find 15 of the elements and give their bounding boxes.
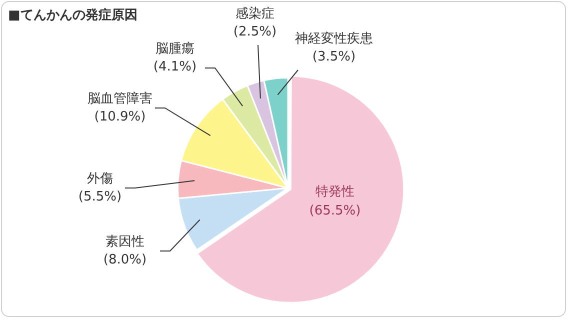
slice-label: 特発性 <box>316 184 354 200</box>
data-label: (65.5%) <box>309 203 361 218</box>
data-label: (4.1%) <box>153 59 197 74</box>
slice-label: 感染症 <box>236 6 274 22</box>
data-label: (8.0%) <box>103 252 147 268</box>
data-label: (3.5%) <box>312 49 356 64</box>
slice-label: 脳腫瘍 <box>156 41 194 56</box>
slice-label: 素因性 <box>106 234 144 250</box>
slice-label: 外傷 <box>87 171 113 186</box>
data-label: (2.5%) <box>233 24 277 40</box>
data-label: (10.9%) <box>94 109 146 124</box>
slice-label: 脳血管障害 <box>88 90 152 106</box>
chart-title: ■てんかんの発症原因 <box>8 6 138 24</box>
slice-label: 神経変性疾患 <box>295 30 373 46</box>
data-label: (5.5%) <box>78 189 122 204</box>
